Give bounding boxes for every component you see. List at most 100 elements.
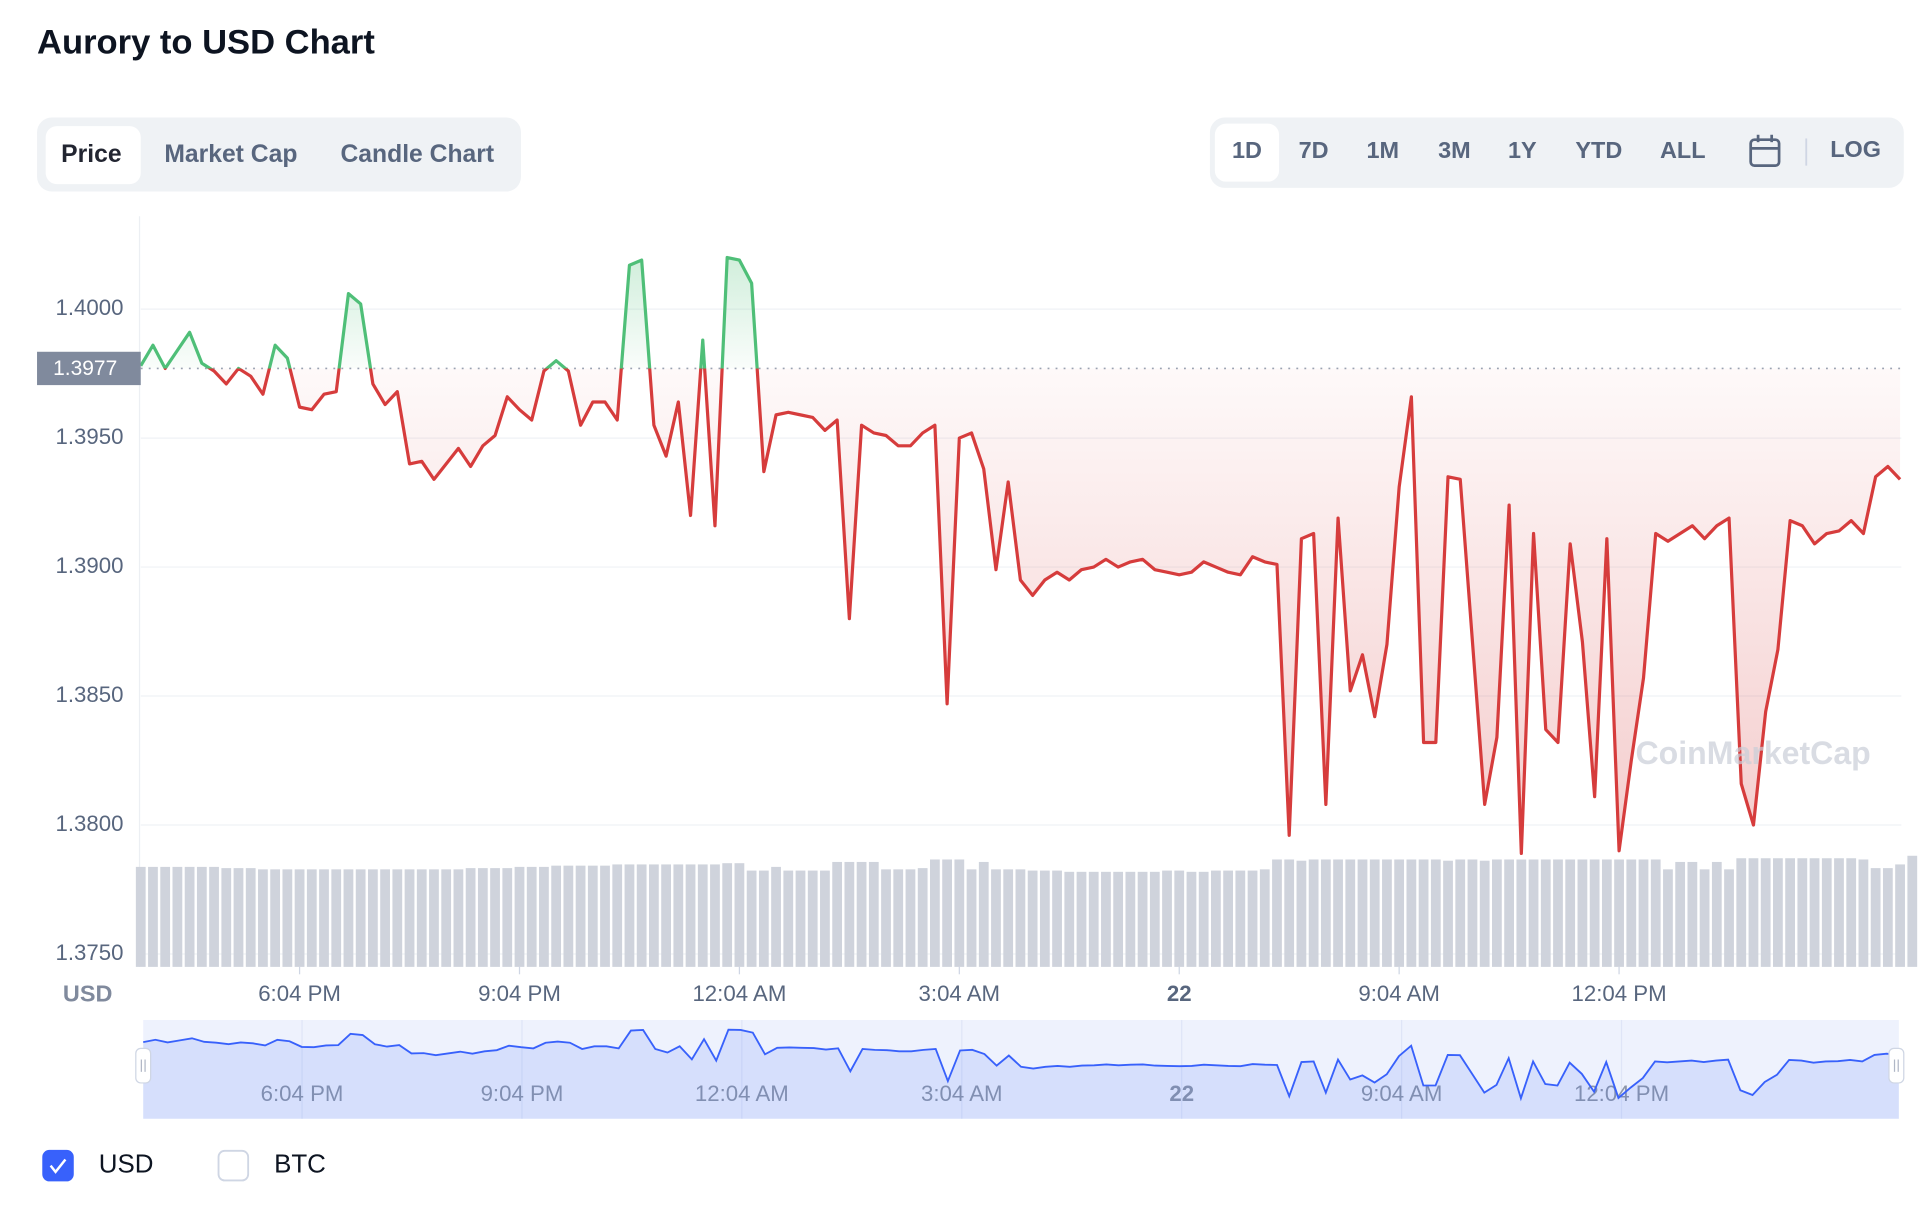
volume-bar (453, 869, 464, 967)
volume-bar (722, 863, 733, 967)
log-button[interactable]: LOG (1830, 136, 1881, 162)
volume-bar (893, 869, 904, 967)
range-button[interactable]: 7D (1299, 137, 1329, 163)
x-tick-label: 12:04 PM (1572, 981, 1667, 1006)
navigator-handle[interactable] (135, 1047, 152, 1084)
volume-bar (1675, 861, 1686, 967)
volume-bar (1540, 859, 1551, 967)
navigator-tick-label: 3:04 AM (921, 1081, 1003, 1106)
range-button[interactable]: 1Y (1508, 137, 1537, 163)
volume-bar (1492, 859, 1502, 967)
volume-bar (319, 869, 329, 967)
y-tick-label: 1.3900 (55, 553, 123, 578)
volume-bar (1052, 870, 1062, 967)
checkbox[interactable] (217, 1149, 250, 1182)
x-tick-label: 12:04 AM (692, 981, 786, 1006)
volume-bar (502, 868, 513, 967)
check-mark (49, 1158, 67, 1174)
volume-bar (783, 870, 794, 967)
range-button[interactable]: ALL (1660, 137, 1706, 163)
reference-label: 1.3977 (53, 357, 117, 380)
volume-bar (477, 868, 488, 967)
volume-bar (465, 868, 476, 967)
tab[interactable]: Price (61, 141, 121, 168)
volume-bar (1785, 858, 1796, 967)
volume-bar (282, 869, 293, 967)
volume-bar (881, 869, 891, 967)
volume-bar (1076, 871, 1087, 967)
checkbox[interactable] (42, 1149, 74, 1182)
volume-bar (1430, 859, 1441, 967)
volume-bar (343, 869, 354, 967)
volume-bar (1333, 859, 1343, 967)
watermark: CoinMarketCap (1636, 735, 1871, 771)
volume-bar (148, 866, 158, 967)
volume-bar (868, 861, 879, 967)
tab[interactable]: Market Cap (164, 141, 297, 168)
volume-bar (1650, 859, 1661, 967)
range-selected (1214, 123, 1280, 182)
volume-bar (697, 864, 708, 967)
range-button[interactable]: 1D (1232, 137, 1262, 163)
volume-bar (710, 864, 720, 967)
volume-bar (1467, 859, 1478, 967)
range-button[interactable]: YTD (1575, 137, 1622, 163)
volume-bar (905, 869, 916, 967)
volume-bar (942, 859, 952, 967)
volume-bar (1553, 859, 1563, 967)
volume-bar (1479, 860, 1490, 967)
volume-bar (392, 869, 403, 967)
tab[interactable]: Candle Chart (340, 141, 494, 168)
range-button[interactable]: 3M (1438, 137, 1471, 163)
navigator-handle[interactable] (1888, 1047, 1905, 1084)
volume-bar (624, 864, 635, 967)
volume-bar (539, 866, 549, 967)
volume-bar (258, 869, 268, 967)
x-tick-label: 9:04 PM (478, 981, 561, 1006)
currency-label[interactable]: BTC (274, 1151, 326, 1179)
volume-bar (245, 868, 256, 967)
volume-bar (587, 865, 598, 967)
volume-bar (1907, 855, 1918, 967)
volume-bar (1516, 859, 1527, 967)
plot-area: 1.3750 1.3800 1.3850 1.3900 1.3950 1.4000 1.39… (37, 255, 1918, 1119)
volume-bar (1211, 870, 1221, 967)
x-tick-label: 9:04 AM (1358, 981, 1440, 1006)
volume-bar (820, 870, 830, 967)
y-tick-label: 1.3750 (55, 940, 123, 965)
volume-bar (294, 869, 305, 967)
volume-bar (1284, 859, 1295, 967)
x-tick-label: 3:04 AM (919, 981, 1001, 1006)
volume-bar (1015, 869, 1026, 967)
volume-bar (1870, 868, 1881, 967)
volume-bar (600, 865, 610, 967)
volume-bar (771, 866, 781, 967)
range-button[interactable]: 1M (1366, 137, 1399, 163)
volume-bar (1601, 859, 1612, 967)
volume-bar (1565, 859, 1576, 967)
x-tick-label: 22 (1167, 981, 1192, 1006)
area-fill (140, 257, 1901, 854)
volume-bar (367, 869, 378, 967)
volume-bar (184, 866, 195, 967)
volume-bar (758, 870, 769, 967)
volume-bar (1504, 859, 1514, 967)
volume-bar (575, 865, 586, 967)
currency-label[interactable]: USD (99, 1151, 154, 1179)
volume-bar (832, 861, 843, 967)
volume-bar (1711, 861, 1722, 967)
volume-bar (1149, 871, 1160, 967)
volume-bar (612, 864, 623, 967)
volume-bar (1638, 859, 1649, 967)
volume-bar (991, 869, 1001, 967)
volume-bar (1039, 870, 1050, 967)
calendar-icon[interactable] (1749, 134, 1781, 167)
volume-bar (1443, 860, 1453, 967)
volume-bar (1809, 858, 1820, 967)
volume-bar (1577, 859, 1588, 967)
volume-bar (1198, 871, 1209, 967)
navigator-tick-label: 6:04 PM (261, 1081, 344, 1106)
volume-bar (306, 869, 317, 967)
volume-bar (856, 861, 867, 967)
